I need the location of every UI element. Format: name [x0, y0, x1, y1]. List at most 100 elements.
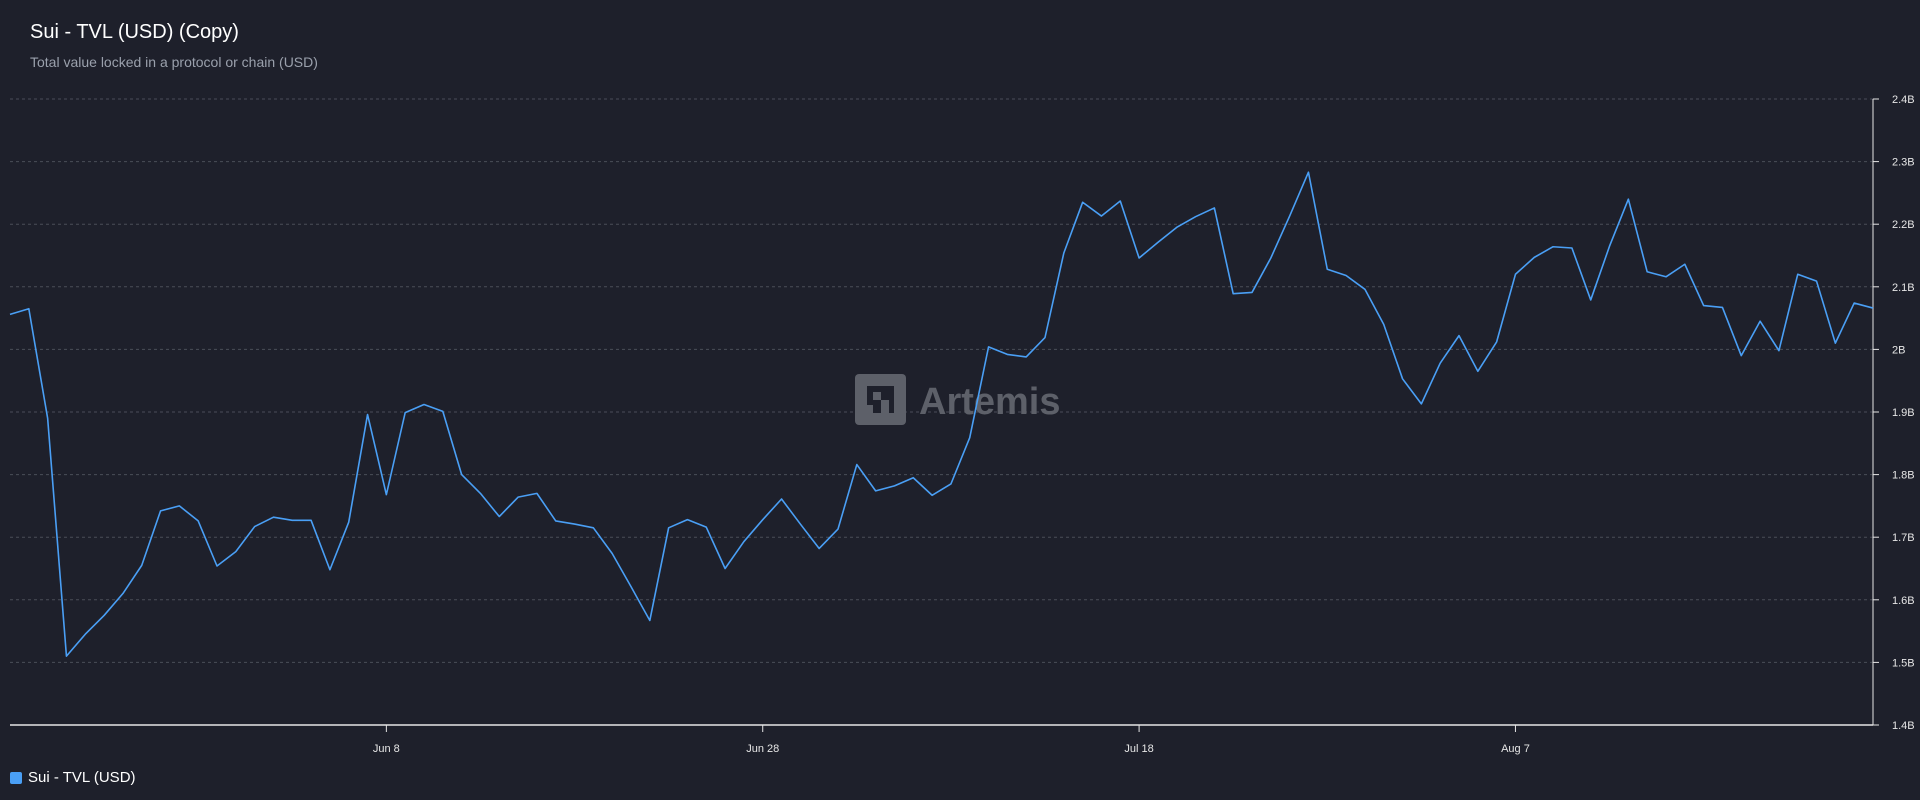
data-point [121, 592, 125, 596]
data-point [1495, 340, 1499, 344]
series-line [9, 171, 1874, 657]
chart-subtitle: Total value locked in a protocol or chai… [30, 54, 318, 70]
data-point [591, 526, 595, 530]
data-point [1269, 256, 1273, 260]
data-point [8, 312, 12, 316]
data-point [1570, 246, 1574, 250]
data-point [874, 489, 878, 493]
data-point [573, 522, 577, 526]
y-tick-label: 2.4B [1892, 94, 1915, 106]
y-tick-label: 1.4B [1892, 720, 1915, 732]
data-point [64, 654, 68, 658]
data-point [1513, 272, 1517, 276]
data-point [554, 519, 558, 523]
data-point [1532, 255, 1536, 259]
legend-swatch [10, 771, 22, 784]
data-point [140, 563, 144, 567]
data-point [892, 484, 896, 488]
data-point [159, 509, 163, 513]
data-point [516, 495, 520, 499]
data-point [629, 585, 633, 589]
data-point [1589, 298, 1593, 302]
x-tick-label: Jun 28 [746, 743, 779, 755]
legend-label: Sui - TVL (USD) [28, 769, 136, 786]
data-point [911, 476, 915, 480]
data-point [1118, 199, 1122, 203]
data-point [1796, 272, 1800, 276]
data-point [1005, 352, 1009, 356]
data-point [610, 551, 614, 555]
data-point [836, 527, 840, 531]
data-point [930, 493, 934, 497]
data-point [1024, 355, 1028, 359]
data-point [1043, 336, 1047, 340]
data-point [366, 413, 370, 417]
data-point [1702, 304, 1706, 308]
data-point [460, 473, 464, 477]
data-point [1419, 402, 1423, 406]
data-point [987, 345, 991, 349]
grid-layer [10, 98, 1873, 663]
data-point [1382, 322, 1386, 326]
data-point [253, 525, 257, 529]
data-point [1626, 197, 1630, 201]
data-point [1137, 256, 1141, 260]
data-point [234, 550, 238, 554]
data-point [1194, 215, 1198, 219]
data-point [1457, 334, 1461, 338]
data-point [742, 540, 746, 544]
y-tick-label: 1.7B [1892, 532, 1915, 544]
data-point [1833, 341, 1837, 345]
data-point [215, 564, 219, 568]
watermark: Artemis [855, 374, 1061, 425]
data-point [290, 518, 294, 522]
data-point [761, 518, 765, 522]
watermark-text: Artemis [919, 381, 1061, 423]
data-point [46, 416, 50, 420]
data-point [497, 515, 501, 519]
data-point [1288, 214, 1292, 218]
axis-layer: 1.4B 1.5B 1.6B 1.7B 1.8B 1.9B 2B 2.1B 2.2B 2.3B 2.… [10, 94, 1915, 755]
data-point [441, 409, 445, 413]
data-point [1344, 274, 1348, 278]
data-point [347, 520, 351, 524]
x-tick-label: Jul 18 [1124, 743, 1153, 755]
data-point [1175, 225, 1179, 229]
y-tick-label: 1.5B [1892, 657, 1915, 669]
data-point [309, 518, 313, 522]
data-point [1683, 262, 1687, 266]
data-point [1325, 267, 1329, 271]
data-point [648, 618, 652, 622]
y-tick-label: 2.3B [1892, 157, 1915, 169]
artemis-logo-icon [855, 374, 906, 425]
y-tick-label: 1.9B [1892, 407, 1915, 419]
y-tick-label: 1.8B [1892, 470, 1915, 482]
y-tick-label: 2B [1892, 344, 1905, 356]
data-point [1551, 245, 1555, 249]
data-point [177, 504, 181, 508]
data-point [798, 522, 802, 526]
data-point [83, 632, 87, 636]
data-point [403, 411, 407, 415]
data-point [1099, 214, 1103, 218]
data-point [1664, 275, 1668, 279]
y-tick-label: 2.1B [1892, 282, 1915, 294]
data-point [667, 526, 671, 530]
data-point [1739, 354, 1743, 358]
y-tick-label: 2.2B [1892, 219, 1915, 231]
data-point [196, 519, 200, 523]
data-point [1871, 306, 1875, 310]
data-point [1758, 319, 1762, 323]
data-point [384, 493, 388, 497]
data-point [855, 463, 859, 467]
data-point [817, 546, 821, 550]
x-tick-label: Jun 8 [373, 743, 400, 755]
data-point [1231, 292, 1235, 296]
data-point [1608, 244, 1612, 248]
chart-legend[interactable]: Sui - TVL (USD) [10, 769, 136, 786]
data-point [1476, 369, 1480, 373]
data-point [1401, 377, 1405, 381]
chart-header: Sui - TVL (USD) (Copy) Total value locke… [30, 18, 318, 70]
data-point [422, 402, 426, 406]
